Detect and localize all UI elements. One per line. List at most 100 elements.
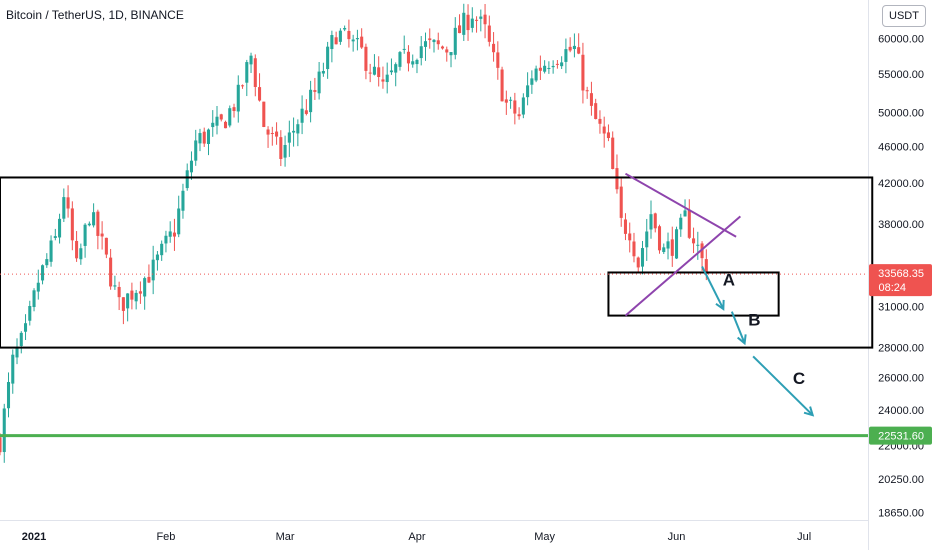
candle-body [6,382,11,409]
candle-body [700,243,704,259]
candle [581,42,585,104]
candle [130,282,134,310]
candle [189,151,194,180]
candle-body [164,235,168,244]
candle [53,228,57,241]
candle-body [304,110,308,114]
candle-body [551,65,555,68]
candle [700,241,704,271]
candle-body [198,133,202,144]
candle [168,221,172,243]
candle-body [564,49,568,62]
candle [653,212,657,233]
wide-range-box [0,176,874,349]
currency-button[interactable]: USDT [882,5,926,27]
arrow-a-head [715,299,725,311]
candle [513,92,517,125]
candle-body [517,114,521,117]
candle-body [385,74,389,83]
candle-body [632,241,636,257]
candle-body [670,239,674,256]
price-tick-label: 24000.00 [878,405,924,417]
candle-body [75,240,79,259]
arrow-c-head [803,406,815,417]
candle-body [568,46,572,51]
candle [109,248,113,290]
candle [258,73,262,102]
candle-body [219,114,223,120]
candle-body [19,332,23,347]
candle [49,235,53,267]
candle-body [92,212,96,226]
candle-body [589,93,593,106]
candle-body [360,36,364,48]
candle-body [172,232,176,237]
candle [636,256,640,273]
candle [436,32,440,50]
candle [164,230,168,253]
candle [266,126,270,148]
candle [483,3,487,39]
candle [419,36,423,66]
candle-body [704,259,708,275]
candle [543,60,547,74]
candle-body [611,137,615,170]
candle [632,232,636,263]
candle-body [462,12,466,35]
candle-body [236,84,240,112]
candle-body [577,47,581,54]
candle [70,201,74,251]
candle [457,14,462,34]
candle-body [449,52,453,56]
candle [415,58,419,74]
candle [279,130,283,167]
candle-body [419,46,423,59]
candle-body [104,237,108,255]
candles-group [0,3,708,463]
candle [470,7,474,33]
candle-body [134,292,138,302]
price-tick-label: 60000.00 [878,34,924,46]
candle [62,188,66,222]
candle-body [483,14,487,25]
candle [449,52,453,68]
candle-body [453,27,457,55]
candle [143,276,147,310]
candle [611,131,615,170]
candle-body [181,190,185,211]
price-tick-label: 46000.00 [878,141,924,153]
candle-body [0,437,2,453]
candle-body [487,25,491,42]
candle-body [206,129,211,144]
candle-body [581,54,585,91]
candle-body [96,211,100,236]
candle [155,251,159,271]
candle-body [402,48,406,50]
candle [462,3,466,41]
candle-body [623,219,628,234]
time-tick-label: 2021 [22,531,46,543]
candle-body [326,46,330,70]
candle-body [432,39,436,43]
candle [343,25,347,32]
candle [619,178,623,227]
candle-body [521,97,525,115]
candle-body [28,306,32,321]
candle-body [321,70,325,74]
candle-body [343,28,347,30]
candle [32,288,36,312]
candle-body [215,116,219,126]
candle-body [309,89,313,113]
candle-body [109,257,113,287]
candle [504,90,508,115]
candle [304,99,308,116]
candle-body [411,61,415,65]
candle-body [45,259,49,266]
candle-body [509,99,513,101]
candle-body [649,214,653,230]
candle [555,60,559,69]
candle-body [300,108,304,123]
candle [245,59,249,97]
